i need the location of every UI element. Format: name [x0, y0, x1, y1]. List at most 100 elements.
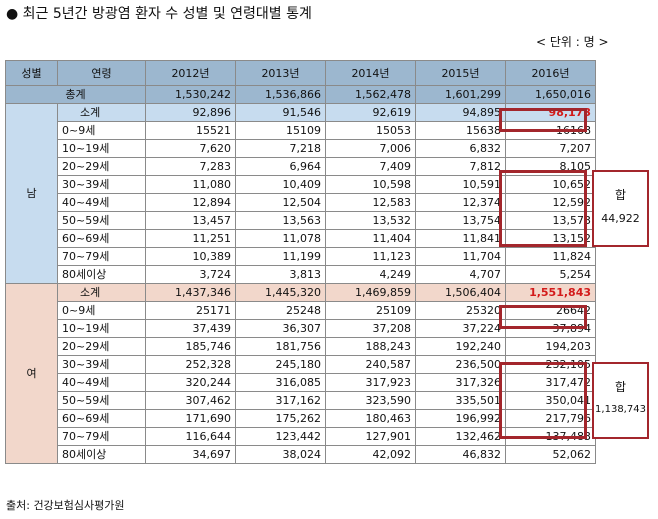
- data-cell: 15521: [145, 121, 236, 140]
- female-sum-label: 합: [614, 380, 627, 394]
- age-label: 60~69세: [57, 409, 146, 428]
- data-cell: 4,707: [415, 265, 506, 284]
- data-cell: 7,620: [145, 139, 236, 158]
- total-cell: 1,536,866: [235, 85, 326, 104]
- female-section: 여 소계 1,437,346 1,445,320 1,469,859 1,506,404 1…: [5, 283, 596, 464]
- data-cell: 236,500: [415, 355, 506, 374]
- age-label: 20~29세: [57, 157, 146, 176]
- male-20-59-2016-highlight-box: [499, 170, 587, 247]
- data-cell: 11,123: [325, 247, 416, 266]
- data-cell: 6,832: [415, 139, 506, 158]
- data-cell: 11,199: [235, 247, 326, 266]
- data-cell: 123,442: [235, 427, 326, 446]
- data-cell: 10,409: [235, 175, 326, 194]
- subtotal-cell: 92,619: [325, 103, 416, 122]
- data-cell: 37,224: [415, 319, 506, 338]
- data-cell: 245,180: [235, 355, 326, 374]
- subtotal-cell: 1,551,843: [505, 283, 596, 302]
- data-cell: 7,218: [235, 139, 326, 158]
- subtotal-cell: 92,896: [145, 103, 236, 122]
- age-label: 10~19세: [57, 319, 146, 338]
- data-cell: 10,598: [325, 175, 416, 194]
- data-cell: 6,964: [235, 157, 326, 176]
- data-cell: 46,832: [415, 445, 506, 464]
- data-cell: 37,439: [145, 319, 236, 338]
- subtotal-cell: 1,437,346: [145, 283, 236, 302]
- subtotal-cell: 94,895: [415, 103, 506, 122]
- age-label: 40~49세: [57, 193, 146, 212]
- female-subtotal-row: 여 소계 1,437,346 1,445,320 1,469,859 1,506,404 1…: [5, 283, 596, 464]
- data-cell: 307,462: [145, 391, 236, 410]
- data-cell: 196,992: [415, 409, 506, 428]
- data-cell: 11,704: [415, 247, 506, 266]
- header-year: 2013년: [235, 60, 326, 86]
- data-cell: 12,504: [235, 193, 326, 212]
- data-cell: 25320: [415, 301, 506, 320]
- data-cell: 5,254: [505, 265, 596, 284]
- data-cell: 335,501: [415, 391, 506, 410]
- data-cell: 3,813: [235, 265, 326, 284]
- table-row: 50~59세 307,462 317,162 323,590 335,501 350,04…: [6, 391, 596, 410]
- data-cell: 15053: [325, 121, 416, 140]
- data-cell: 7,207: [505, 139, 596, 158]
- data-cell: 171,690: [145, 409, 236, 428]
- data-cell: 11,251: [145, 229, 236, 248]
- data-cell: 38,024: [235, 445, 326, 464]
- data-cell: 4,249: [325, 265, 416, 284]
- data-cell: 11,080: [145, 175, 236, 194]
- data-cell: 185,746: [145, 337, 236, 356]
- data-cell: 11,078: [235, 229, 326, 248]
- data-cell: 175,262: [235, 409, 326, 428]
- age-label: 70~79세: [57, 247, 146, 266]
- data-cell: 11,404: [325, 229, 416, 248]
- source-note: 출처: 건강보험심사평가원: [6, 499, 125, 512]
- age-label: 10~19세: [57, 139, 146, 158]
- female-subtotal-2016-highlight-box: [499, 305, 587, 329]
- data-cell: 25109: [325, 301, 416, 320]
- data-cell: 194,203: [505, 337, 596, 356]
- subtotal-label: 소계: [57, 103, 146, 122]
- total-cell: 1,650,016: [505, 85, 596, 104]
- age-label: 0~9세: [57, 301, 146, 320]
- female-sum-box: 합 1,138,743: [592, 362, 649, 439]
- data-cell: 320,244: [145, 373, 236, 392]
- data-cell: 316,085: [235, 373, 326, 392]
- data-cell: 13,532: [325, 211, 416, 230]
- table-row: 40~49세 320,244 316,085 317,923 317,326 317,47…: [6, 373, 596, 392]
- table-row: 30~39세 11,080 10,409 10,598 10,591 10,652: [6, 175, 596, 194]
- age-label: 60~69세: [57, 229, 146, 248]
- data-cell: 192,240: [415, 337, 506, 356]
- data-cell: 240,587: [325, 355, 416, 374]
- subtotal-cell: 1,469,859: [325, 283, 416, 302]
- unit-label: < 단위 : 명 >: [536, 35, 609, 49]
- age-label: 70~79세: [57, 427, 146, 446]
- data-cell: 317,326: [415, 373, 506, 392]
- data-cell: 34,697: [145, 445, 236, 464]
- data-cell: 52,062: [505, 445, 596, 464]
- data-cell: 252,328: [145, 355, 236, 374]
- data-cell: 7,283: [145, 157, 236, 176]
- data-cell: 25248: [235, 301, 326, 320]
- data-cell: 180,463: [325, 409, 416, 428]
- age-label: 80세이상: [57, 265, 146, 284]
- age-label: 80세이상: [57, 445, 146, 464]
- subtotal-cell: 1,445,320: [235, 283, 326, 302]
- male-subtotal-2016-highlight-box: [499, 108, 587, 132]
- age-label: 20~29세: [57, 337, 146, 356]
- data-cell: 10,591: [415, 175, 506, 194]
- data-cell: 10,652: [505, 175, 596, 194]
- header-year: 2012년: [145, 60, 236, 86]
- male-sex-label: 남: [5, 103, 58, 284]
- data-cell: 13,563: [235, 211, 326, 230]
- data-cell: 188,243: [325, 337, 416, 356]
- data-cell: 15109: [235, 121, 326, 140]
- age-label: 0~9세: [57, 121, 146, 140]
- data-cell: 132,462: [415, 427, 506, 446]
- data-cell: 7,006: [325, 139, 416, 158]
- data-cell: 116,644: [145, 427, 236, 446]
- table-row: 80세이상 3,724 3,813 4,249 4,707 5,254: [6, 265, 596, 284]
- total-cell: 1,530,242: [145, 85, 236, 104]
- data-cell: 12,894: [145, 193, 236, 212]
- page-title: ● 최근 5년간 방광염 환자 수 성별 및 연령대별 통계: [6, 6, 312, 22]
- age-label: 50~59세: [57, 211, 146, 230]
